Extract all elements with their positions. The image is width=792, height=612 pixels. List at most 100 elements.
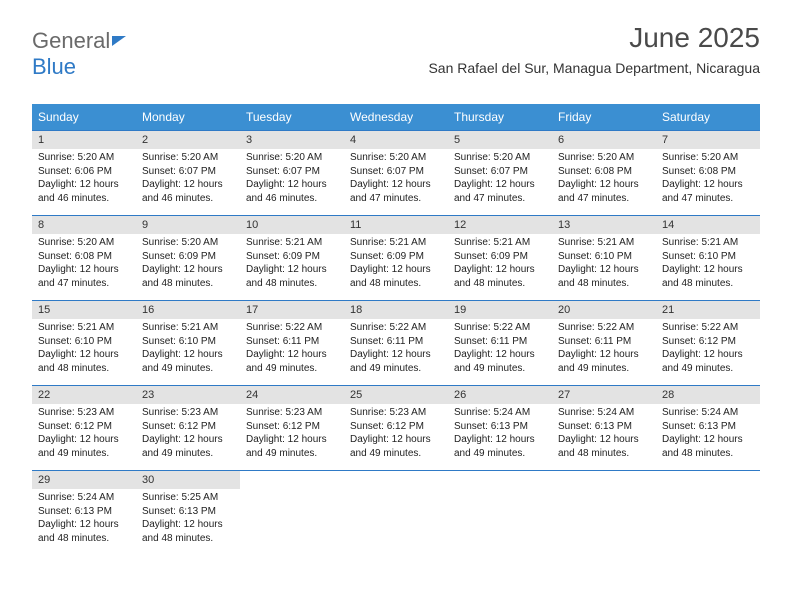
- day-info: Sunrise: 5:24 AMSunset: 6:13 PMDaylight:…: [552, 404, 656, 466]
- calendar-cell: 16Sunrise: 5:21 AMSunset: 6:10 PMDayligh…: [136, 301, 240, 385]
- day-number: 8: [32, 216, 136, 234]
- calendar-cell: 4Sunrise: 5:20 AMSunset: 6:07 PMDaylight…: [344, 131, 448, 215]
- day-number: 10: [240, 216, 344, 234]
- day-info: Sunrise: 5:21 AMSunset: 6:10 PMDaylight:…: [656, 234, 760, 296]
- day-info: Sunrise: 5:23 AMSunset: 6:12 PMDaylight:…: [240, 404, 344, 466]
- day-info: Sunrise: 5:20 AMSunset: 6:08 PMDaylight:…: [656, 149, 760, 211]
- calendar: SundayMondayTuesdayWednesdayThursdayFrid…: [32, 104, 760, 555]
- day-info: Sunrise: 5:23 AMSunset: 6:12 PMDaylight:…: [344, 404, 448, 466]
- day-number: 23: [136, 386, 240, 404]
- day-number: 22: [32, 386, 136, 404]
- day-number: 21: [656, 301, 760, 319]
- day-info: Sunrise: 5:25 AMSunset: 6:13 PMDaylight:…: [136, 489, 240, 551]
- day-header-cell: Tuesday: [240, 104, 344, 130]
- calendar-cell: 14Sunrise: 5:21 AMSunset: 6:10 PMDayligh…: [656, 216, 760, 300]
- calendar-weeks: 1Sunrise: 5:20 AMSunset: 6:06 PMDaylight…: [32, 130, 760, 555]
- calendar-cell: 12Sunrise: 5:21 AMSunset: 6:09 PMDayligh…: [448, 216, 552, 300]
- calendar-cell: [344, 471, 448, 555]
- calendar-cell: 22Sunrise: 5:23 AMSunset: 6:12 PMDayligh…: [32, 386, 136, 470]
- day-header-cell: Friday: [552, 104, 656, 130]
- location-text: San Rafael del Sur, Managua Department, …: [428, 60, 760, 76]
- calendar-week-row: 29Sunrise: 5:24 AMSunset: 6:13 PMDayligh…: [32, 470, 760, 555]
- day-number: 19: [448, 301, 552, 319]
- day-number: 16: [136, 301, 240, 319]
- day-info: Sunrise: 5:22 AMSunset: 6:11 PMDaylight:…: [552, 319, 656, 381]
- calendar-cell: 11Sunrise: 5:21 AMSunset: 6:09 PMDayligh…: [344, 216, 448, 300]
- day-info: Sunrise: 5:22 AMSunset: 6:11 PMDaylight:…: [448, 319, 552, 381]
- page-title: June 2025: [428, 22, 760, 54]
- day-number: 29: [32, 471, 136, 489]
- day-number: 15: [32, 301, 136, 319]
- day-info: Sunrise: 5:21 AMSunset: 6:10 PMDaylight:…: [552, 234, 656, 296]
- day-header-cell: Sunday: [32, 104, 136, 130]
- day-info: Sunrise: 5:20 AMSunset: 6:08 PMDaylight:…: [552, 149, 656, 211]
- day-info: Sunrise: 5:21 AMSunset: 6:09 PMDaylight:…: [448, 234, 552, 296]
- day-number: 4: [344, 131, 448, 149]
- day-number: 7: [656, 131, 760, 149]
- day-info: Sunrise: 5:20 AMSunset: 6:07 PMDaylight:…: [344, 149, 448, 211]
- calendar-cell: 30Sunrise: 5:25 AMSunset: 6:13 PMDayligh…: [136, 471, 240, 555]
- header-right: June 2025 San Rafael del Sur, Managua De…: [428, 22, 760, 76]
- day-header-row: SundayMondayTuesdayWednesdayThursdayFrid…: [32, 104, 760, 130]
- calendar-cell: [656, 471, 760, 555]
- day-info: Sunrise: 5:20 AMSunset: 6:07 PMDaylight:…: [448, 149, 552, 211]
- day-number: 14: [656, 216, 760, 234]
- calendar-cell: [552, 471, 656, 555]
- day-number: 28: [656, 386, 760, 404]
- day-number: 27: [552, 386, 656, 404]
- calendar-cell: 26Sunrise: 5:24 AMSunset: 6:13 PMDayligh…: [448, 386, 552, 470]
- day-info: Sunrise: 5:23 AMSunset: 6:12 PMDaylight:…: [32, 404, 136, 466]
- calendar-cell: 25Sunrise: 5:23 AMSunset: 6:12 PMDayligh…: [344, 386, 448, 470]
- day-info: Sunrise: 5:20 AMSunset: 6:07 PMDaylight:…: [240, 149, 344, 211]
- day-number: 6: [552, 131, 656, 149]
- calendar-cell: 23Sunrise: 5:23 AMSunset: 6:12 PMDayligh…: [136, 386, 240, 470]
- calendar-cell: 19Sunrise: 5:22 AMSunset: 6:11 PMDayligh…: [448, 301, 552, 385]
- calendar-cell: 1Sunrise: 5:20 AMSunset: 6:06 PMDaylight…: [32, 131, 136, 215]
- calendar-week-row: 1Sunrise: 5:20 AMSunset: 6:06 PMDaylight…: [32, 130, 760, 215]
- calendar-cell: 15Sunrise: 5:21 AMSunset: 6:10 PMDayligh…: [32, 301, 136, 385]
- day-number: 12: [448, 216, 552, 234]
- calendar-cell: 28Sunrise: 5:24 AMSunset: 6:13 PMDayligh…: [656, 386, 760, 470]
- calendar-week-row: 15Sunrise: 5:21 AMSunset: 6:10 PMDayligh…: [32, 300, 760, 385]
- day-number: 3: [240, 131, 344, 149]
- calendar-cell: [448, 471, 552, 555]
- day-info: Sunrise: 5:20 AMSunset: 6:09 PMDaylight:…: [136, 234, 240, 296]
- logo: General Blue: [32, 28, 126, 80]
- calendar-cell: 20Sunrise: 5:22 AMSunset: 6:11 PMDayligh…: [552, 301, 656, 385]
- day-number: 2: [136, 131, 240, 149]
- calendar-cell: 18Sunrise: 5:22 AMSunset: 6:11 PMDayligh…: [344, 301, 448, 385]
- day-number: 17: [240, 301, 344, 319]
- calendar-cell: 21Sunrise: 5:22 AMSunset: 6:12 PMDayligh…: [656, 301, 760, 385]
- logo-text-2: Blue: [32, 54, 76, 79]
- day-info: Sunrise: 5:21 AMSunset: 6:09 PMDaylight:…: [240, 234, 344, 296]
- calendar-cell: 9Sunrise: 5:20 AMSunset: 6:09 PMDaylight…: [136, 216, 240, 300]
- day-info: Sunrise: 5:23 AMSunset: 6:12 PMDaylight:…: [136, 404, 240, 466]
- day-info: Sunrise: 5:24 AMSunset: 6:13 PMDaylight:…: [656, 404, 760, 466]
- day-info: Sunrise: 5:22 AMSunset: 6:11 PMDaylight:…: [344, 319, 448, 381]
- day-header-cell: Thursday: [448, 104, 552, 130]
- day-number: 1: [32, 131, 136, 149]
- calendar-cell: 17Sunrise: 5:22 AMSunset: 6:11 PMDayligh…: [240, 301, 344, 385]
- day-info: Sunrise: 5:22 AMSunset: 6:12 PMDaylight:…: [656, 319, 760, 381]
- day-info: Sunrise: 5:24 AMSunset: 6:13 PMDaylight:…: [448, 404, 552, 466]
- day-number: 26: [448, 386, 552, 404]
- logo-triangle-icon: [112, 36, 126, 46]
- calendar-cell: 24Sunrise: 5:23 AMSunset: 6:12 PMDayligh…: [240, 386, 344, 470]
- day-header-cell: Wednesday: [344, 104, 448, 130]
- calendar-cell: 2Sunrise: 5:20 AMSunset: 6:07 PMDaylight…: [136, 131, 240, 215]
- calendar-cell: 7Sunrise: 5:20 AMSunset: 6:08 PMDaylight…: [656, 131, 760, 215]
- day-number: 30: [136, 471, 240, 489]
- calendar-cell: 6Sunrise: 5:20 AMSunset: 6:08 PMDaylight…: [552, 131, 656, 215]
- day-number: 25: [344, 386, 448, 404]
- calendar-cell: 5Sunrise: 5:20 AMSunset: 6:07 PMDaylight…: [448, 131, 552, 215]
- calendar-cell: [240, 471, 344, 555]
- calendar-week-row: 22Sunrise: 5:23 AMSunset: 6:12 PMDayligh…: [32, 385, 760, 470]
- day-number: 13: [552, 216, 656, 234]
- calendar-cell: 3Sunrise: 5:20 AMSunset: 6:07 PMDaylight…: [240, 131, 344, 215]
- day-number: 11: [344, 216, 448, 234]
- logo-text-1: General: [32, 28, 110, 53]
- day-info: Sunrise: 5:21 AMSunset: 6:10 PMDaylight:…: [32, 319, 136, 381]
- day-info: Sunrise: 5:21 AMSunset: 6:09 PMDaylight:…: [344, 234, 448, 296]
- day-number: 5: [448, 131, 552, 149]
- calendar-cell: 8Sunrise: 5:20 AMSunset: 6:08 PMDaylight…: [32, 216, 136, 300]
